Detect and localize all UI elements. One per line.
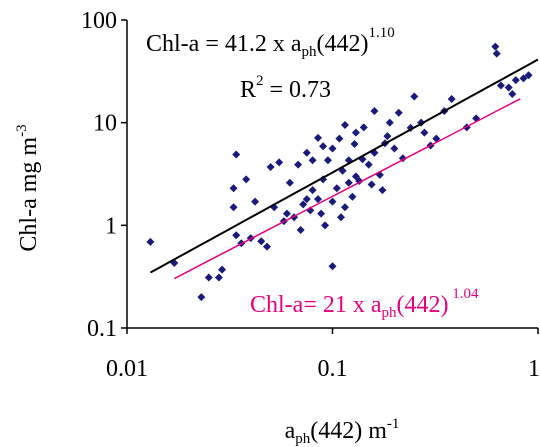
data-point (508, 90, 517, 99)
fit-line-black (149, 58, 539, 274)
data-point (340, 120, 349, 129)
data-point (266, 162, 275, 171)
ticks: 0.1 1 10 100 0.01 0.1 1 (81, 8, 540, 382)
axes (126, 20, 538, 329)
data-point (257, 237, 266, 246)
data-point (524, 71, 533, 80)
data-point (492, 49, 501, 58)
data-point (282, 209, 291, 218)
y-axis-label-sup: -3 (14, 124, 30, 137)
data-point (323, 156, 332, 165)
data-point (214, 273, 223, 282)
data-point (229, 203, 238, 212)
x-axis-label-sub: ph (295, 431, 311, 447)
y-tick-label: 10 (93, 111, 117, 137)
data-point (348, 192, 357, 201)
data-point (410, 92, 419, 101)
data-point (319, 142, 328, 151)
data-point (308, 186, 317, 195)
data-point (313, 133, 322, 142)
fit-equation-magenta-pre: Chl-a= 21 x a (250, 292, 382, 318)
data-point (337, 213, 346, 222)
data-point (378, 186, 387, 195)
fit-equation-magenta-sup: 1.04 (449, 286, 480, 302)
data-point (197, 293, 206, 302)
data-point (204, 273, 213, 282)
fit-equation-black-sup: 1.10 (369, 25, 395, 41)
data-point (313, 195, 322, 204)
data-point (232, 150, 241, 159)
data-point (359, 123, 368, 132)
fit-equation-magenta: Chl-a= 21 x aph(442) 1.04 (250, 286, 479, 321)
x-axis-label-sup: -1 (387, 416, 400, 432)
y-axis-label-text: Chl-a mg m (16, 137, 42, 252)
data-point (294, 160, 303, 169)
x-tick-label: 1 (528, 356, 540, 382)
data-point (328, 262, 337, 271)
fit-lines (149, 58, 539, 280)
fit-equation-magenta-mid: (442) (397, 292, 449, 318)
data-point (321, 221, 330, 230)
data-point (511, 76, 520, 85)
x-tick-label: 0.01 (106, 356, 148, 382)
r-squared-label: R2 = 0.73 (240, 73, 331, 103)
fit-equation-magenta-sub: ph (382, 305, 398, 321)
data-point (491, 42, 500, 51)
r-squared-pre: R (240, 77, 256, 103)
x-axis-label: aph(442) m-1 (285, 416, 400, 447)
data-point (232, 231, 241, 240)
data-point (351, 128, 360, 137)
data-point (296, 226, 305, 235)
y-axis-label: Chl-a mg m-3 (14, 124, 42, 251)
data-point (275, 158, 284, 167)
data-point (218, 265, 227, 274)
fit-equation-black-sub: ph (302, 44, 318, 60)
x-tick-label: 0.1 (318, 356, 348, 382)
data-point (350, 139, 359, 148)
y-tick-label: 1 (105, 213, 117, 239)
data-point (367, 180, 376, 189)
data-point (328, 197, 337, 206)
fit-equation-black: Chl-a = 41.2 x aph(442)1.10 (146, 25, 395, 60)
data-point (383, 132, 392, 141)
r-squared-post: = 0.73 (264, 77, 332, 103)
data-point (385, 118, 394, 127)
data-point (328, 144, 337, 153)
data-point (504, 83, 513, 92)
x-axis-label-rest: (442) m (310, 418, 387, 444)
r-squared-sup: 2 (256, 73, 264, 89)
data-point (364, 160, 373, 169)
data-point (351, 172, 360, 181)
data-point (340, 203, 349, 212)
data-point (285, 178, 294, 187)
data-point (229, 184, 238, 193)
data-point (302, 195, 311, 204)
data-point (496, 81, 505, 90)
data-point (390, 144, 399, 153)
fit-equation-black-pre: Chl-a = 41.2 x a (146, 31, 302, 57)
data-point (262, 242, 271, 251)
data-point (519, 74, 528, 83)
x-axis-label-base: a (285, 418, 296, 444)
data-point (447, 95, 456, 104)
data-point (370, 106, 379, 115)
data-point (394, 108, 403, 117)
data-point (420, 128, 429, 137)
data-point (302, 148, 311, 157)
data-point (332, 184, 341, 193)
data-point (251, 197, 260, 206)
fit-line-magenta (174, 98, 521, 280)
data-point (335, 134, 344, 143)
data-point (146, 237, 155, 246)
data-point (344, 178, 353, 187)
y-tick-label: 100 (81, 8, 117, 34)
data-point (317, 209, 326, 218)
data-point (308, 156, 317, 165)
data-point (242, 175, 251, 184)
data-point (299, 200, 308, 209)
y-tick-label: 0.1 (87, 316, 117, 342)
fit-equation-black-mid: (442) (317, 31, 369, 57)
